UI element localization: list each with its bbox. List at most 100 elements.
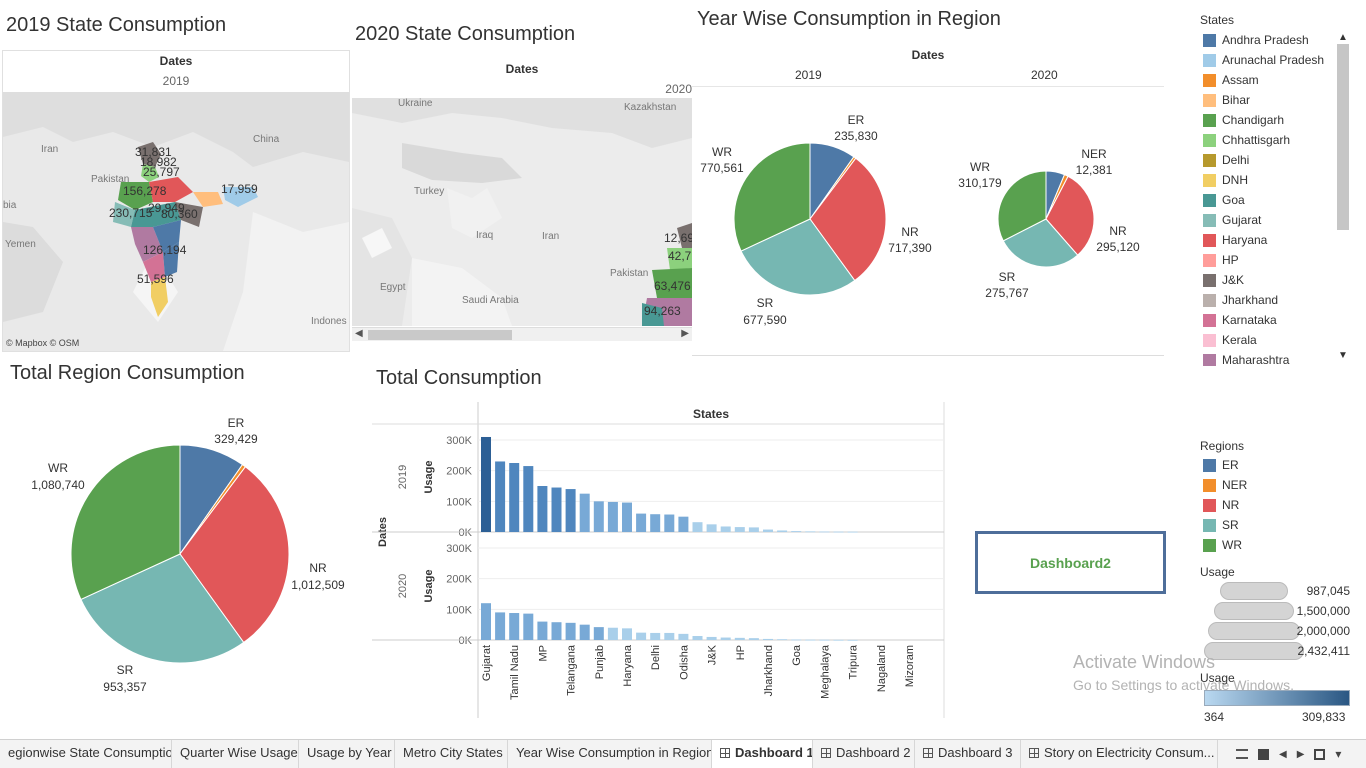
states-legend-item[interactable]: Gujarat [1203, 210, 1261, 230]
bar-2019-22[interactable] [791, 531, 802, 532]
regions-legend-item[interactable]: ER [1203, 455, 1239, 475]
bar-2019-18[interactable] [734, 527, 745, 532]
bar-2020-2[interactable] [509, 613, 520, 640]
pie-2020-slice-nr[interactable] [1045, 175, 1095, 256]
bar-2019-21[interactable] [777, 530, 788, 532]
show-tabs-icon[interactable] [1258, 748, 1269, 760]
bar-2019-8[interactable] [593, 501, 604, 532]
tab-egionwise-state-consumption[interactable]: egionwise State Consumption [0, 740, 172, 768]
tab-year-wise-consumption-in-region[interactable]: Year Wise Consumption in Region [508, 740, 712, 768]
bar-2020-11[interactable] [636, 632, 647, 640]
bar-2019-12[interactable] [650, 514, 661, 532]
bar-2019-9[interactable] [607, 501, 618, 532]
bar-2020-0[interactable] [481, 603, 491, 640]
prev-sheet-icon[interactable]: ◀ [1279, 748, 1287, 760]
tab-metro-city-states[interactable]: Metro City States [395, 740, 508, 768]
scroll-left-icon[interactable]: ◀ [355, 328, 363, 339]
bar-2020-26[interactable] [847, 639, 858, 641]
bar-2020-20[interactable] [763, 638, 773, 640]
map-credit[interactable]: © Mapbox © OSM [6, 338, 79, 348]
pie-2020-slice-wr[interactable] [997, 170, 1047, 242]
bar-2019-1[interactable] [495, 461, 506, 532]
states-legend-item[interactable]: Haryana [1203, 230, 1267, 250]
regions-legend-item[interactable]: WR [1203, 535, 1242, 555]
states-legend-item[interactable]: Jharkhand [1203, 290, 1278, 310]
states-legend-item[interactable]: DNH [1203, 170, 1248, 190]
bar-2020-13[interactable] [664, 632, 675, 640]
bar-2019-13[interactable] [664, 514, 675, 532]
bar-2019-10[interactable] [622, 502, 632, 532]
states-legend-item[interactable]: Goa [1203, 190, 1245, 210]
states-legend-item[interactable]: Karnataka [1203, 310, 1277, 330]
tab-story-on-electricity-consum[interactable]: Story on Electricity Consum... [1021, 740, 1218, 768]
bar-2019-7[interactable] [579, 493, 590, 532]
states-legend-item[interactable]: Chhattisgarh [1203, 130, 1290, 150]
map-2019-panel[interactable]: Dates 2019 Iran China Pakistan Ye [2, 50, 350, 352]
map-2020-panel[interactable]: Dates 2020 Ukraine Kazakhstan Turkey Ira… [352, 58, 692, 343]
states-legend[interactable]: Andhra Pradesh Arunachal Pradesh Assam Biha… [1203, 30, 1335, 366]
map-2020-hscrollbar[interactable]: ◀ ▶ [352, 327, 692, 341]
bar-2019-23[interactable] [805, 531, 816, 533]
map-2020-svg[interactable]: Ukraine Kazakhstan Turkey Iraq Iran Egyp… [352, 98, 692, 326]
tab-dashboard-3[interactable]: Dashboard 3 [915, 740, 1021, 768]
bar-2020-19[interactable] [748, 638, 759, 640]
bar-2019-6[interactable] [565, 489, 576, 532]
more-sheets-icon[interactable]: ▾ [1335, 747, 1342, 761]
bar-2019-5[interactable] [551, 487, 562, 532]
states-legend-item[interactable]: Delhi [1203, 150, 1249, 170]
bar-2019-19[interactable] [748, 527, 759, 532]
bar-2020-1[interactable] [495, 612, 506, 640]
states-legend-item[interactable]: Bihar [1203, 90, 1250, 110]
states-legend-item[interactable]: Andhra Pradesh [1203, 30, 1309, 50]
bar-2020-12[interactable] [650, 632, 661, 640]
scroll-right-icon[interactable]: ▶ [681, 328, 689, 339]
tab-dashboard-1[interactable]: Dashboard 1 [712, 740, 813, 768]
bar-2020-22[interactable] [791, 639, 802, 641]
fullscreen-icon[interactable] [1314, 748, 1326, 760]
regions-legend-item[interactable]: NER [1203, 475, 1247, 495]
bar-2019-26[interactable] [847, 531, 858, 533]
bar-2020-4[interactable] [537, 621, 548, 640]
bar-2020-5[interactable] [551, 622, 562, 640]
states-legend-item[interactable]: Assam [1203, 70, 1259, 90]
bar-2019-0[interactable] [481, 436, 491, 532]
show-filmstrip-icon[interactable] [1236, 749, 1248, 759]
bar-2020-23[interactable] [805, 639, 816, 641]
dashboard2-button[interactable]: Dashboard2 [975, 531, 1166, 594]
pie-2019[interactable] [733, 142, 887, 296]
usage-size-legend[interactable]: 987,045 1,500,000 2,000,000 2,432,411 [1200, 580, 1360, 662]
pie-2020-slice-sr[interactable] [1002, 218, 1079, 268]
states-legend-item[interactable]: Maharashtra [1203, 350, 1289, 366]
bar-2020-24[interactable] [819, 639, 830, 641]
bar-2019-25[interactable] [833, 531, 844, 533]
states-legend-scrollbar[interactable]: ▲ ▼ [1336, 30, 1350, 366]
total-region-slice-wr[interactable] [70, 444, 181, 601]
bar-2019-16[interactable] [706, 524, 717, 532]
year-wise-pies[interactable]: ER 235,830 NR 717,390 SR 677,590 WR 770,… [692, 88, 1164, 354]
bar-2019-14[interactable] [678, 516, 689, 532]
bar-2020-14[interactable] [678, 633, 689, 640]
bar-2019-17[interactable] [720, 526, 731, 532]
bar-2020-17[interactable] [720, 637, 731, 640]
bar-2019-2[interactable] [509, 463, 520, 532]
bar-2020-25[interactable] [833, 639, 844, 641]
bar-2020-15[interactable] [692, 636, 703, 640]
map-2020-scroll-thumb[interactable] [368, 330, 512, 340]
bar-2019-3[interactable] [523, 466, 534, 532]
bar-2020-18[interactable] [734, 637, 745, 640]
bar-2019-4[interactable] [537, 486, 548, 532]
scroll-up-icon[interactable]: ▲ [1338, 32, 1348, 43]
map-2020-states[interactable] [642, 223, 692, 326]
tab-quarter-wise-usage[interactable]: Quarter Wise Usage [172, 740, 299, 768]
states-legend-item[interactable]: Kerala [1203, 330, 1257, 350]
scroll-down-icon[interactable]: ▼ [1338, 350, 1348, 361]
bar-2020-8[interactable] [593, 627, 604, 640]
states-scroll-thumb[interactable] [1337, 44, 1349, 230]
next-sheet-icon[interactable]: ▶ [1296, 748, 1305, 760]
regions-legend-item[interactable]: SR [1203, 515, 1239, 535]
pie-2019-slice-nr[interactable] [809, 157, 887, 282]
bar-2019-20[interactable] [763, 529, 773, 532]
bar-2020-9[interactable] [607, 627, 618, 640]
pie-2020[interactable] [997, 170, 1095, 268]
total-consumption-chart[interactable]: States Dates 2019 2020 Usage Usage 300K2… [372, 402, 946, 720]
